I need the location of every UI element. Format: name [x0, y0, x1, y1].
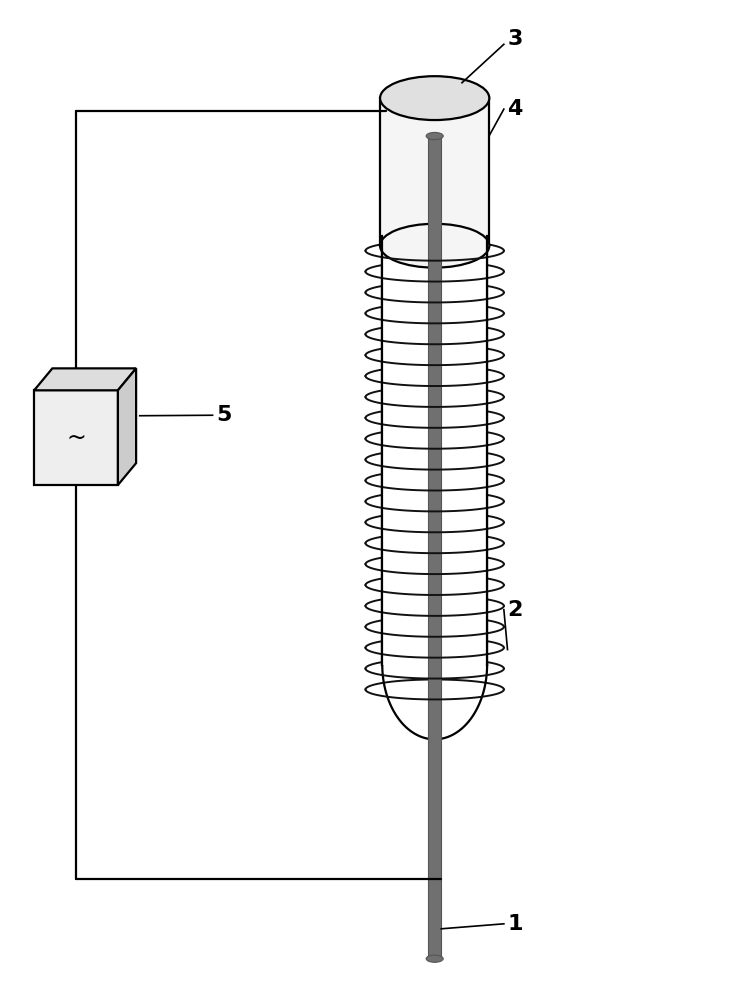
Polygon shape — [382, 665, 487, 739]
Polygon shape — [428, 136, 442, 959]
Polygon shape — [382, 236, 487, 665]
Polygon shape — [380, 98, 489, 246]
Text: ~: ~ — [66, 426, 86, 450]
Text: 4: 4 — [507, 99, 523, 119]
Text: 3: 3 — [507, 29, 523, 49]
Ellipse shape — [380, 76, 489, 120]
Text: 2: 2 — [507, 600, 523, 620]
Ellipse shape — [426, 132, 443, 140]
Polygon shape — [382, 236, 487, 665]
Text: 5: 5 — [216, 405, 232, 425]
Polygon shape — [34, 368, 136, 390]
Text: 1: 1 — [507, 914, 523, 934]
Polygon shape — [118, 368, 136, 485]
Polygon shape — [34, 390, 118, 485]
Ellipse shape — [380, 224, 489, 268]
Ellipse shape — [426, 955, 443, 962]
